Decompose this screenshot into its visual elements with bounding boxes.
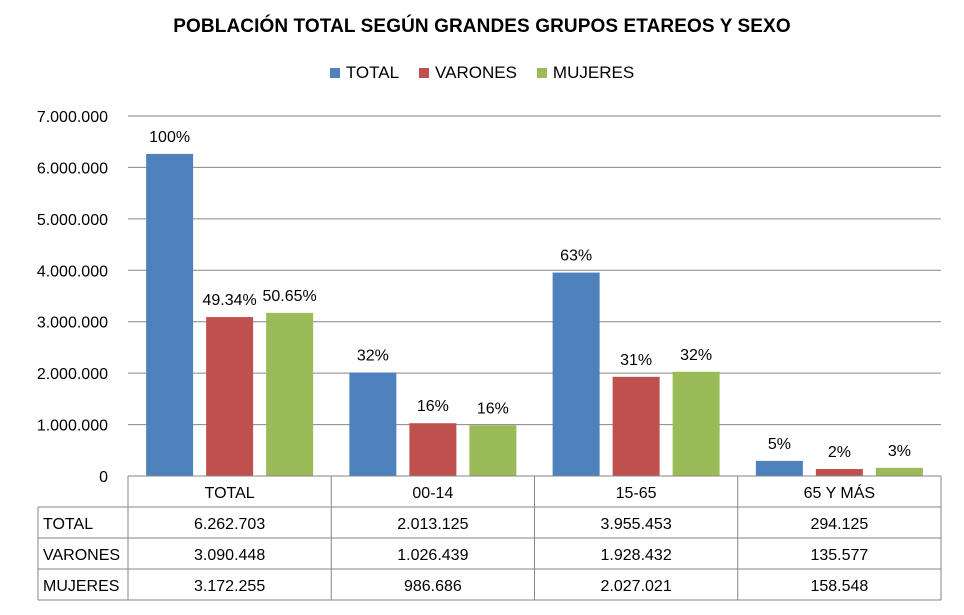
bar-total <box>349 372 397 476</box>
bar-mujeres <box>672 371 720 476</box>
bar-varones <box>409 423 457 476</box>
legend-item-total: TOTAL <box>329 63 400 83</box>
data-label: 32% <box>357 347 389 364</box>
table-cell: 986.686 <box>404 578 462 595</box>
y-tick-label: 4.000.000 <box>37 263 108 280</box>
bar-total <box>552 272 600 476</box>
bar-total <box>146 153 194 476</box>
data-label: 100% <box>149 129 190 146</box>
bar-total <box>755 460 803 476</box>
x-tick-label: TOTAL <box>205 485 255 502</box>
data-label: 31% <box>620 352 652 369</box>
y-tick-label: 0 <box>99 469 108 486</box>
bar-mujeres <box>875 467 923 476</box>
y-tick-label: 2.000.000 <box>37 366 108 383</box>
legend: TOTAL VARONES MUJERES <box>0 63 964 83</box>
legend-item-mujeres: MUJERES <box>536 63 635 83</box>
x-tick-label: 15-65 <box>616 485 657 502</box>
table-cell: 3.955.453 <box>601 516 672 533</box>
x-tick-label: 65 Y MÁS <box>804 483 875 502</box>
bar-varones <box>612 376 660 476</box>
y-tick-label: 6.000.000 <box>37 160 108 177</box>
legend-swatch-varones <box>419 68 430 78</box>
bar-varones <box>815 469 863 476</box>
table-cell: 294.125 <box>810 516 868 533</box>
bar-mujeres <box>266 312 314 476</box>
table-cell: 135.577 <box>810 547 868 564</box>
table-row-label: MUJERES <box>43 578 119 595</box>
x-tick-label: 00-14 <box>412 485 453 502</box>
data-label: 50.65% <box>262 288 316 305</box>
table-cell: 2.027.021 <box>601 578 672 595</box>
legend-swatch-mujeres <box>536 68 547 78</box>
data-label: 3% <box>888 443 911 460</box>
data-label: 63% <box>560 248 592 265</box>
legend-label-mujeres: MUJERES <box>552 63 635 82</box>
table-cell: 3.172.255 <box>194 578 265 595</box>
chart-title: POBLACIÓN TOTAL SEGÚN GRANDES GRUPOS ETA… <box>173 16 791 37</box>
legend-label-varones: VARONES <box>435 63 517 82</box>
bar-mujeres <box>469 425 517 476</box>
legend-item-varones: VARONES <box>419 63 517 83</box>
data-label: 16% <box>417 398 449 415</box>
data-label: 49.34% <box>202 292 256 309</box>
table-row-label: TOTAL <box>43 516 93 533</box>
data-label: 5% <box>768 436 791 453</box>
table-cell: 1.928.432 <box>601 547 672 564</box>
table-cell: 2.013.125 <box>397 516 468 533</box>
table-row-label: VARONES <box>43 547 120 564</box>
y-tick-label: 7.000.000 <box>37 109 108 126</box>
y-tick-label: 5.000.000 <box>37 212 108 229</box>
table-cell: 6.262.703 <box>194 516 265 533</box>
data-label: 16% <box>477 400 509 417</box>
data-label: 32% <box>680 347 712 364</box>
table-cell: 3.090.448 <box>194 547 265 564</box>
y-tick-label: 1.000.000 <box>37 418 108 435</box>
table-cell: 158.548 <box>810 578 868 595</box>
table-cell: 1.026.439 <box>397 547 468 564</box>
y-tick-label: 3.000.000 <box>37 315 108 332</box>
data-label: 2% <box>828 444 851 461</box>
bar-varones <box>206 317 254 476</box>
legend-label-total: TOTAL <box>345 63 400 82</box>
legend-swatch-total <box>329 68 340 78</box>
